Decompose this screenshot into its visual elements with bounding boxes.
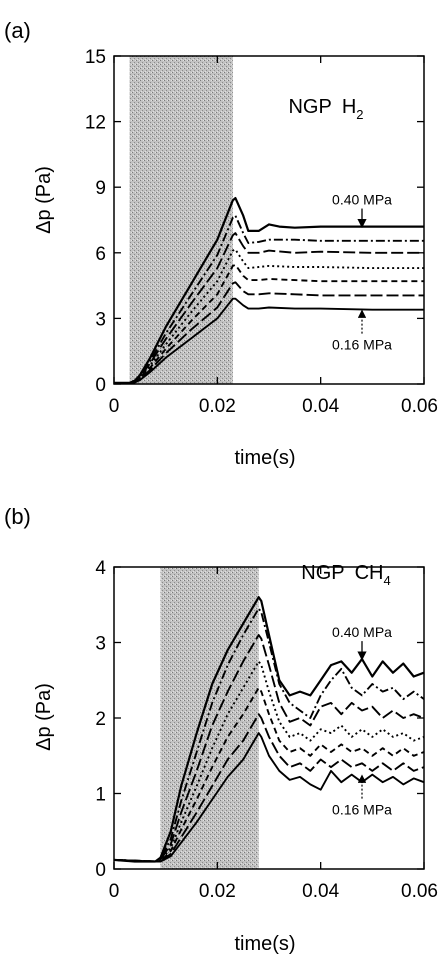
series-a-1 <box>114 197 424 384</box>
y-tick-label-a-3: 9 <box>95 178 106 199</box>
label-bottom-a: 0.16 MPa <box>332 337 392 353</box>
x-axis-label-a: time(s) <box>234 447 295 469</box>
label-bottom-b: 0.16 MPa <box>332 802 392 818</box>
series-a-7 <box>114 297 424 384</box>
y-tick-label-b-3: 3 <box>95 634 106 655</box>
x-tick-label-a-0: 0 <box>109 396 120 417</box>
x-tick-label-a-1: 0.02 <box>199 396 236 417</box>
y-tick-label-a-1: 3 <box>95 309 106 330</box>
y-tick-label-b-0: 0 <box>95 860 106 881</box>
series-a-2 <box>114 214 424 384</box>
series-b-6 <box>113 713 425 863</box>
series-b-4 <box>113 660 425 863</box>
y-tick-label-b-2: 2 <box>95 709 106 730</box>
label-top-b: 0.40 MPa <box>332 624 392 640</box>
y-axis-label-a: Δp (Pa) <box>33 166 55 234</box>
y-tick-label-b-1: 1 <box>95 785 106 806</box>
x-tick-label-a-2: 0.04 <box>302 396 339 417</box>
series-b-2 <box>113 607 425 863</box>
gas-label-b: NGP CH4 <box>301 562 390 588</box>
y-tick-label-a-4: 12 <box>85 113 106 134</box>
plot-frame-a <box>113 55 425 385</box>
y-tick-label-a-0: 0 <box>95 375 106 396</box>
x-tick-label-b-1: 0.02 <box>199 881 236 902</box>
x-axis-label-b: time(s) <box>234 933 295 955</box>
gas-label-a: NGP H2 <box>288 96 363 122</box>
panel-a: (a) Δp (Pa) time(s) NGP H2 0 0.02 0.04 0.06 0… <box>4 18 438 469</box>
label-top-a: 0.40 MPa <box>332 192 392 208</box>
x-tick-label-b-0: 0 <box>109 881 120 902</box>
x-tick-label-b-2: 0.04 <box>302 881 339 902</box>
y-axis-label-b: Δp (Pa) <box>33 683 55 751</box>
shaded-region-a <box>129 56 233 384</box>
x-tick-label-a-3: 0.06 <box>401 396 438 417</box>
y-tick-label-b-4: 4 <box>95 558 106 579</box>
y-tick-label-a-2: 6 <box>95 244 106 265</box>
y-tick-label-a-5: 15 <box>85 47 106 68</box>
x-tick-label-b-3: 0.06 <box>401 881 438 902</box>
series-a-4 <box>114 248 424 384</box>
panel-label-b: (b) <box>4 504 31 529</box>
series-b-1 <box>113 596 425 863</box>
panel-b: (b) Δp (Pa) time(s) NGP CH4 0 0.02 0.04 0.06… <box>4 504 438 955</box>
series-b-7 <box>113 732 425 863</box>
series-b-3 <box>113 634 425 863</box>
panel-label-a: (a) <box>4 18 31 43</box>
